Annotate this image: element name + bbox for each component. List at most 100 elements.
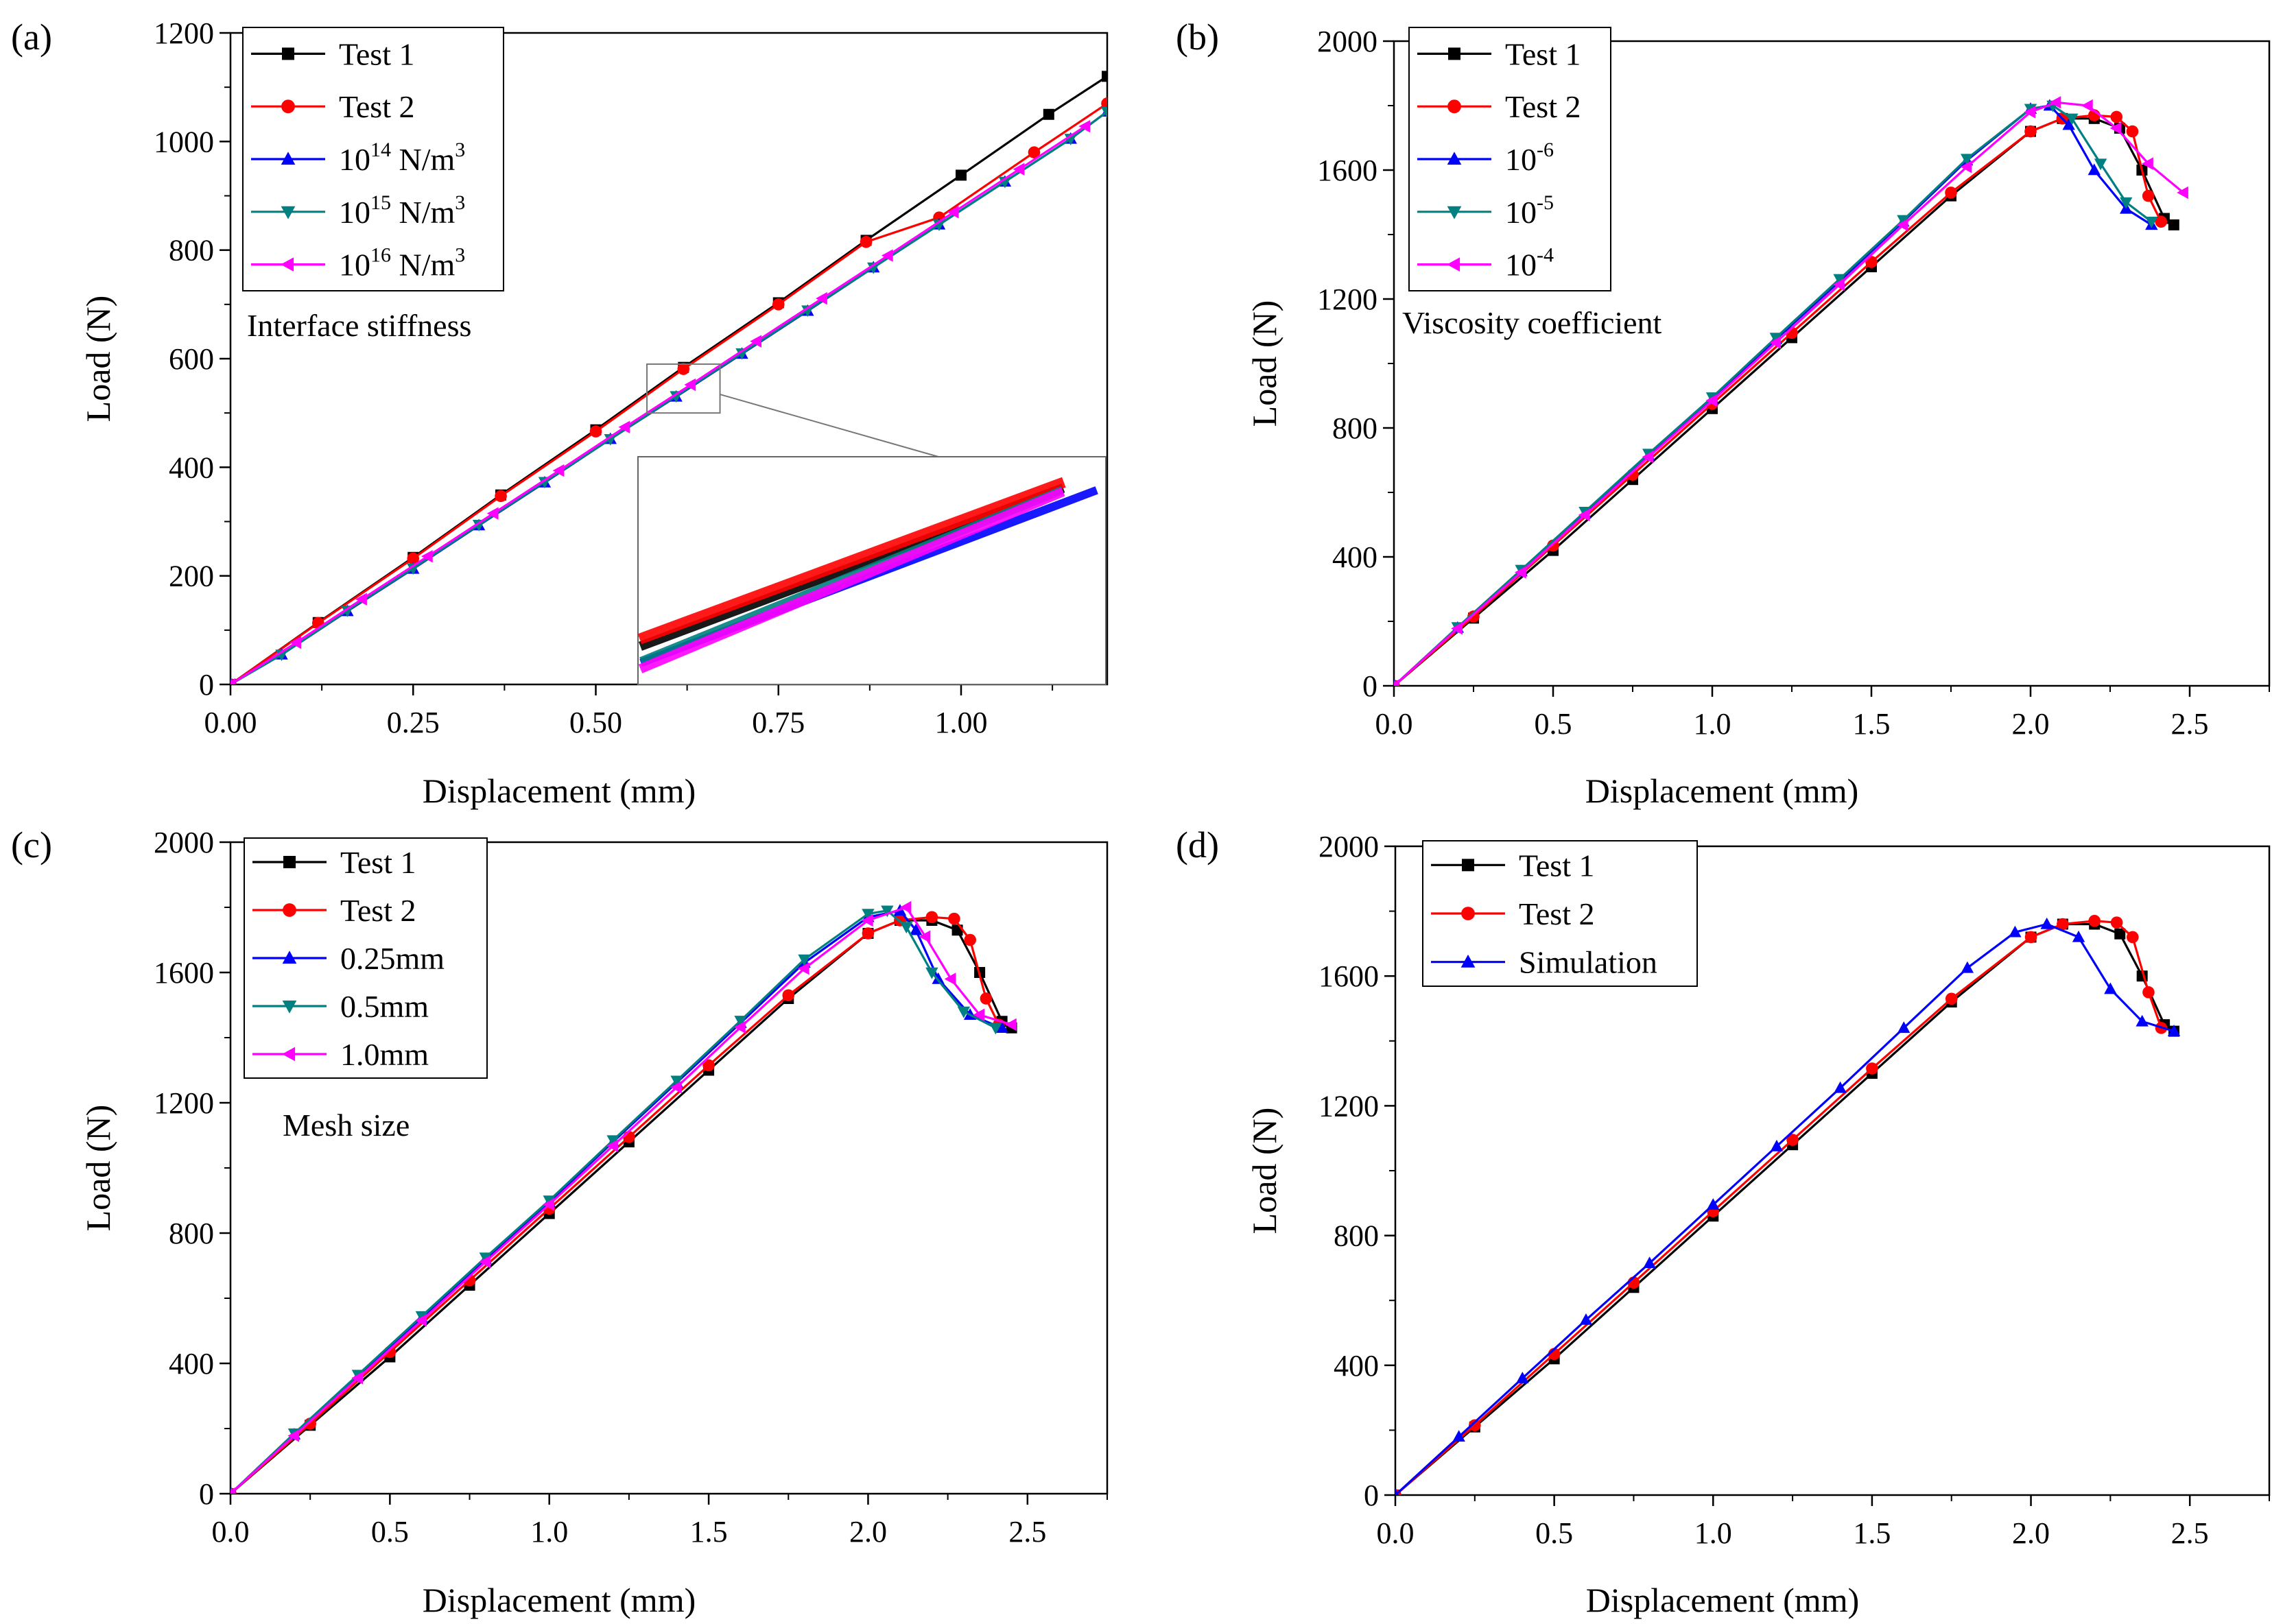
x-tick-label: 1.0: [1694, 1516, 1732, 1550]
data-point: [925, 967, 938, 979]
data-point: [702, 1059, 715, 1072]
x-axis-title: Displacement (mm): [423, 1581, 696, 1619]
legend-marker: [282, 1000, 297, 1014]
legend-text-part: 10: [339, 248, 370, 283]
y-axis-title: Load (N): [1245, 1108, 1284, 1234]
x-tick-label: 2.5: [2171, 707, 2209, 741]
data-point: [670, 1075, 683, 1088]
series-line: [230, 909, 1003, 1494]
data-point: [881, 249, 893, 262]
y-tick-label: 1600: [1317, 154, 1377, 187]
x-tick-label: 0.50: [569, 706, 622, 739]
y-axis-title: Load (N): [79, 1105, 117, 1232]
data-point: [1643, 1256, 1656, 1269]
x-tick-label: 1.5: [1853, 707, 1891, 741]
legend-label: 10-6: [1505, 139, 1554, 177]
legend-text-part: N/m: [391, 248, 456, 283]
data-point: [2109, 121, 2122, 135]
data-point: [2088, 914, 2101, 927]
y-tick-label: 0: [199, 1477, 214, 1511]
data-point: [995, 1021, 1008, 1033]
x-tick-label: 1.5: [690, 1515, 728, 1549]
data-point: [1961, 154, 1974, 166]
inset-plot: [638, 477, 1098, 673]
plot-area: [230, 900, 1017, 1494]
data-point: [925, 911, 938, 924]
data-point: [2087, 163, 2101, 176]
annotation-text: Viscosity coefficient: [1402, 305, 1662, 340]
y-tick-label: 1200: [1317, 283, 1377, 316]
inset-series-band: [638, 477, 1066, 645]
legend-text-part: 10: [339, 195, 370, 230]
legend-label: 1.0mm: [340, 1037, 429, 1072]
legend-text-part: 1.0mm: [340, 1037, 429, 1072]
legend-label: 0.25mm: [340, 941, 445, 976]
y-tick-label: 1200: [1318, 1089, 1379, 1123]
legend-marker: [283, 903, 296, 917]
legend-label: Test 1: [1505, 36, 1581, 71]
legend-label: 1014 N/m3: [339, 139, 465, 177]
x-tick-label: 0.5: [371, 1515, 409, 1549]
data-point: [862, 927, 875, 940]
data-point: [2072, 930, 2085, 942]
data-point: [816, 291, 827, 305]
series-line: [1395, 922, 2175, 1495]
legend-label: 10-4: [1505, 244, 1554, 283]
x-axis-title: Displacement (mm): [423, 772, 696, 810]
x-tick-label: 0.00: [204, 706, 257, 739]
data-point: [538, 477, 552, 489]
legend-superscript: 14: [370, 139, 391, 161]
data-point: [1945, 187, 1957, 199]
series-line: [1395, 920, 2163, 1495]
data-point: [944, 972, 956, 986]
data-point: [2136, 1014, 2149, 1027]
data-point: [341, 606, 354, 617]
data-point: [948, 912, 960, 925]
panel-label: (c): [11, 824, 52, 865]
x-tick-label: 1.5: [1853, 1516, 1891, 1550]
series-line: [230, 125, 1086, 684]
data-point: [1394, 679, 1399, 686]
data-point: [2142, 157, 2153, 170]
plot-area: [230, 71, 1107, 684]
x-tick-label: 1.0: [1694, 707, 1731, 741]
legend-label: Test 2: [1505, 89, 1581, 124]
x-tick-label: 2.0: [2012, 707, 2050, 741]
data-point: [956, 169, 967, 181]
data-point: [421, 549, 433, 563]
data-point: [287, 1429, 300, 1442]
data-point: [1705, 394, 1718, 407]
data-point: [230, 1487, 236, 1494]
legend-marker: [1447, 99, 1461, 114]
data-point: [919, 930, 931, 943]
y-tick-label: 800: [169, 234, 214, 267]
data-point: [589, 425, 602, 438]
data-point: [1897, 1021, 1911, 1034]
y-tick-label: 800: [1332, 411, 1377, 445]
legend-marker: [1462, 859, 1474, 872]
data-point: [351, 1372, 364, 1385]
y-tick-label: 0: [199, 668, 214, 702]
panel-d: (d) 0.0 0.5 1.0 1.5 2.0 2.5 0 400 800 1200 1600 2000…: [1176, 824, 2271, 1619]
data-point: [2081, 99, 2093, 112]
data-point: [733, 1020, 746, 1034]
y-tick-label: 1000: [154, 125, 214, 158]
plot-area: [1395, 914, 2181, 1495]
data-point: [2168, 219, 2179, 230]
data-point: [1786, 1134, 1799, 1146]
data-point: [1013, 163, 1025, 176]
panel-c: (c) 0.0 0.5 1.0 1.5 2.0 2.5 0 400 800 1200 1600 2000…: [11, 824, 1109, 1619]
data-point: [2066, 113, 2079, 126]
legend-superscript: 16: [370, 244, 391, 267]
data-point: [2114, 928, 2126, 940]
legend-marker: [1460, 954, 1476, 968]
data-point: [1769, 333, 1782, 344]
data-point: [623, 1131, 635, 1143]
annotation-text: Interface stiffness: [247, 308, 471, 343]
series-line: [230, 906, 1013, 1494]
x-axis-title: Displacement (mm): [1585, 772, 1859, 810]
data-point: [2057, 918, 2069, 931]
data-point: [909, 923, 923, 935]
legend-marker: [281, 152, 296, 165]
legend-text-part: 0.5mm: [340, 989, 429, 1024]
